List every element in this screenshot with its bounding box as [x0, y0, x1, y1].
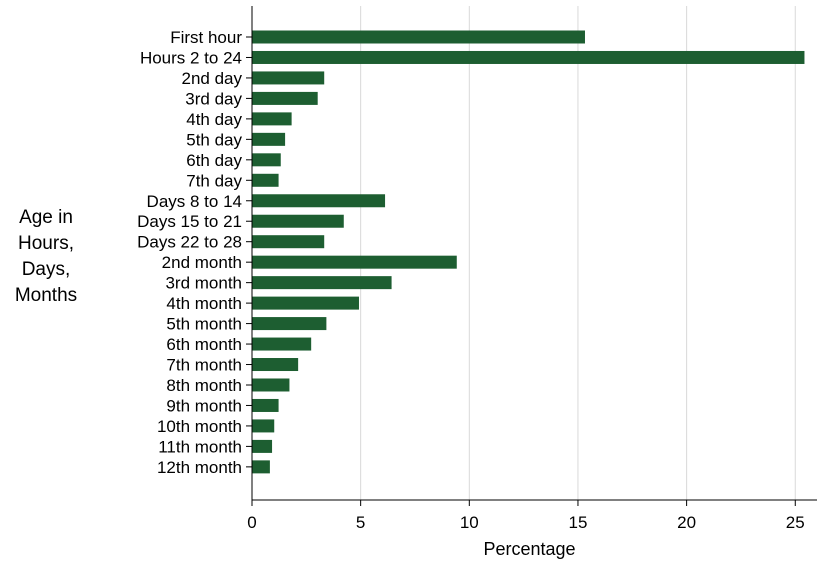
- grid-lines: [360, 6, 796, 500]
- category-label: Days 8 to 14: [147, 192, 242, 211]
- bar: [252, 214, 344, 228]
- x-tick-label: 10: [460, 513, 479, 532]
- category-label: 11th month: [158, 437, 242, 456]
- x-tick-label: 20: [677, 513, 696, 532]
- category-label: 5th day: [186, 130, 242, 149]
- y-axis-title-line: Age in: [19, 207, 73, 228]
- bar: [252, 337, 312, 351]
- category-label: 4th day: [186, 110, 242, 129]
- x-axis-title: Percentage: [483, 539, 575, 559]
- bar: [252, 276, 392, 290]
- y-axis-title-line: Months: [15, 285, 77, 306]
- category-label: First hour: [170, 28, 242, 47]
- bars-group: [252, 30, 805, 474]
- category-label: 5th month: [166, 315, 242, 334]
- bar: [252, 132, 286, 146]
- y-axis-title-line: Hours,: [18, 233, 74, 254]
- category-label: Days 22 to 28: [137, 233, 242, 252]
- bar: [252, 378, 290, 392]
- bar: [252, 296, 359, 310]
- category-label: 6th month: [166, 335, 242, 354]
- bar: [252, 419, 275, 433]
- category-label: Hours 2 to 24: [140, 48, 242, 67]
- x-tick-label: 15: [569, 513, 588, 532]
- category-label: 7th month: [166, 356, 242, 375]
- x-tick-label: 25: [786, 513, 805, 532]
- y-axis-title: Age in Hours, Days, Months: [15, 207, 77, 306]
- bar: [252, 50, 805, 64]
- x-tick-label: 0: [247, 513, 256, 532]
- bar: [252, 255, 457, 269]
- bar: [252, 91, 318, 105]
- bar: [252, 398, 279, 412]
- bar: [252, 235, 325, 249]
- category-label: 3rd month: [165, 274, 242, 293]
- category-label: 6th day: [186, 151, 242, 170]
- category-label: 7th day: [186, 171, 242, 190]
- category-label: Days 15 to 21: [137, 212, 242, 231]
- x-tick-label: 5: [356, 513, 365, 532]
- bar: [252, 317, 327, 331]
- bar: [252, 112, 292, 126]
- bar: [252, 439, 273, 453]
- bar: [252, 460, 270, 474]
- bar: [252, 30, 585, 44]
- bar: [252, 358, 299, 372]
- bar: [252, 194, 386, 208]
- bar: [252, 71, 325, 85]
- y-axis-title-line: Days,: [22, 259, 71, 280]
- category-label: 3rd day: [185, 89, 242, 108]
- category-label: 12th month: [157, 458, 242, 477]
- x-tick-labels: 0 5 10 15 20 25: [247, 500, 805, 532]
- category-label: 2nd month: [162, 253, 242, 272]
- category-label: 9th month: [166, 396, 242, 415]
- category-label: 10th month: [157, 417, 242, 436]
- bar: [252, 173, 279, 187]
- category-label: 4th month: [166, 294, 242, 313]
- category-label: 2nd day: [182, 69, 243, 88]
- category-label: 8th month: [166, 376, 242, 395]
- bar: [252, 153, 281, 167]
